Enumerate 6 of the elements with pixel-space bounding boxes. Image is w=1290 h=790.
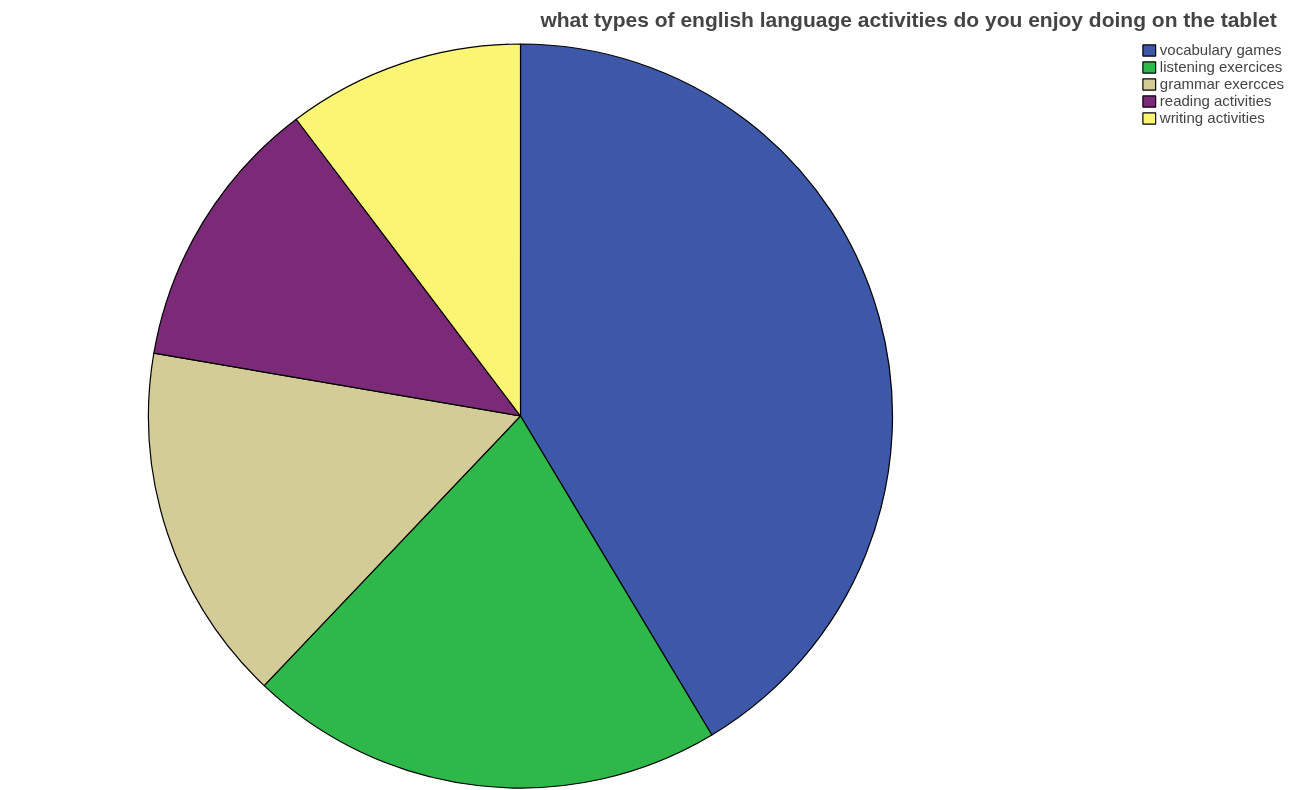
legend-label: writing activities: [1159, 109, 1265, 126]
legend-label: listening exercices: [1159, 58, 1283, 75]
legend-label: reading activities: [1159, 92, 1272, 109]
legend-label: vocabulary games: [1159, 41, 1282, 58]
chart-title: what types of english language activities do you enjoy doing on the tablet: [539, 7, 1277, 31]
legend-label: grammar exercces: [1159, 75, 1284, 92]
